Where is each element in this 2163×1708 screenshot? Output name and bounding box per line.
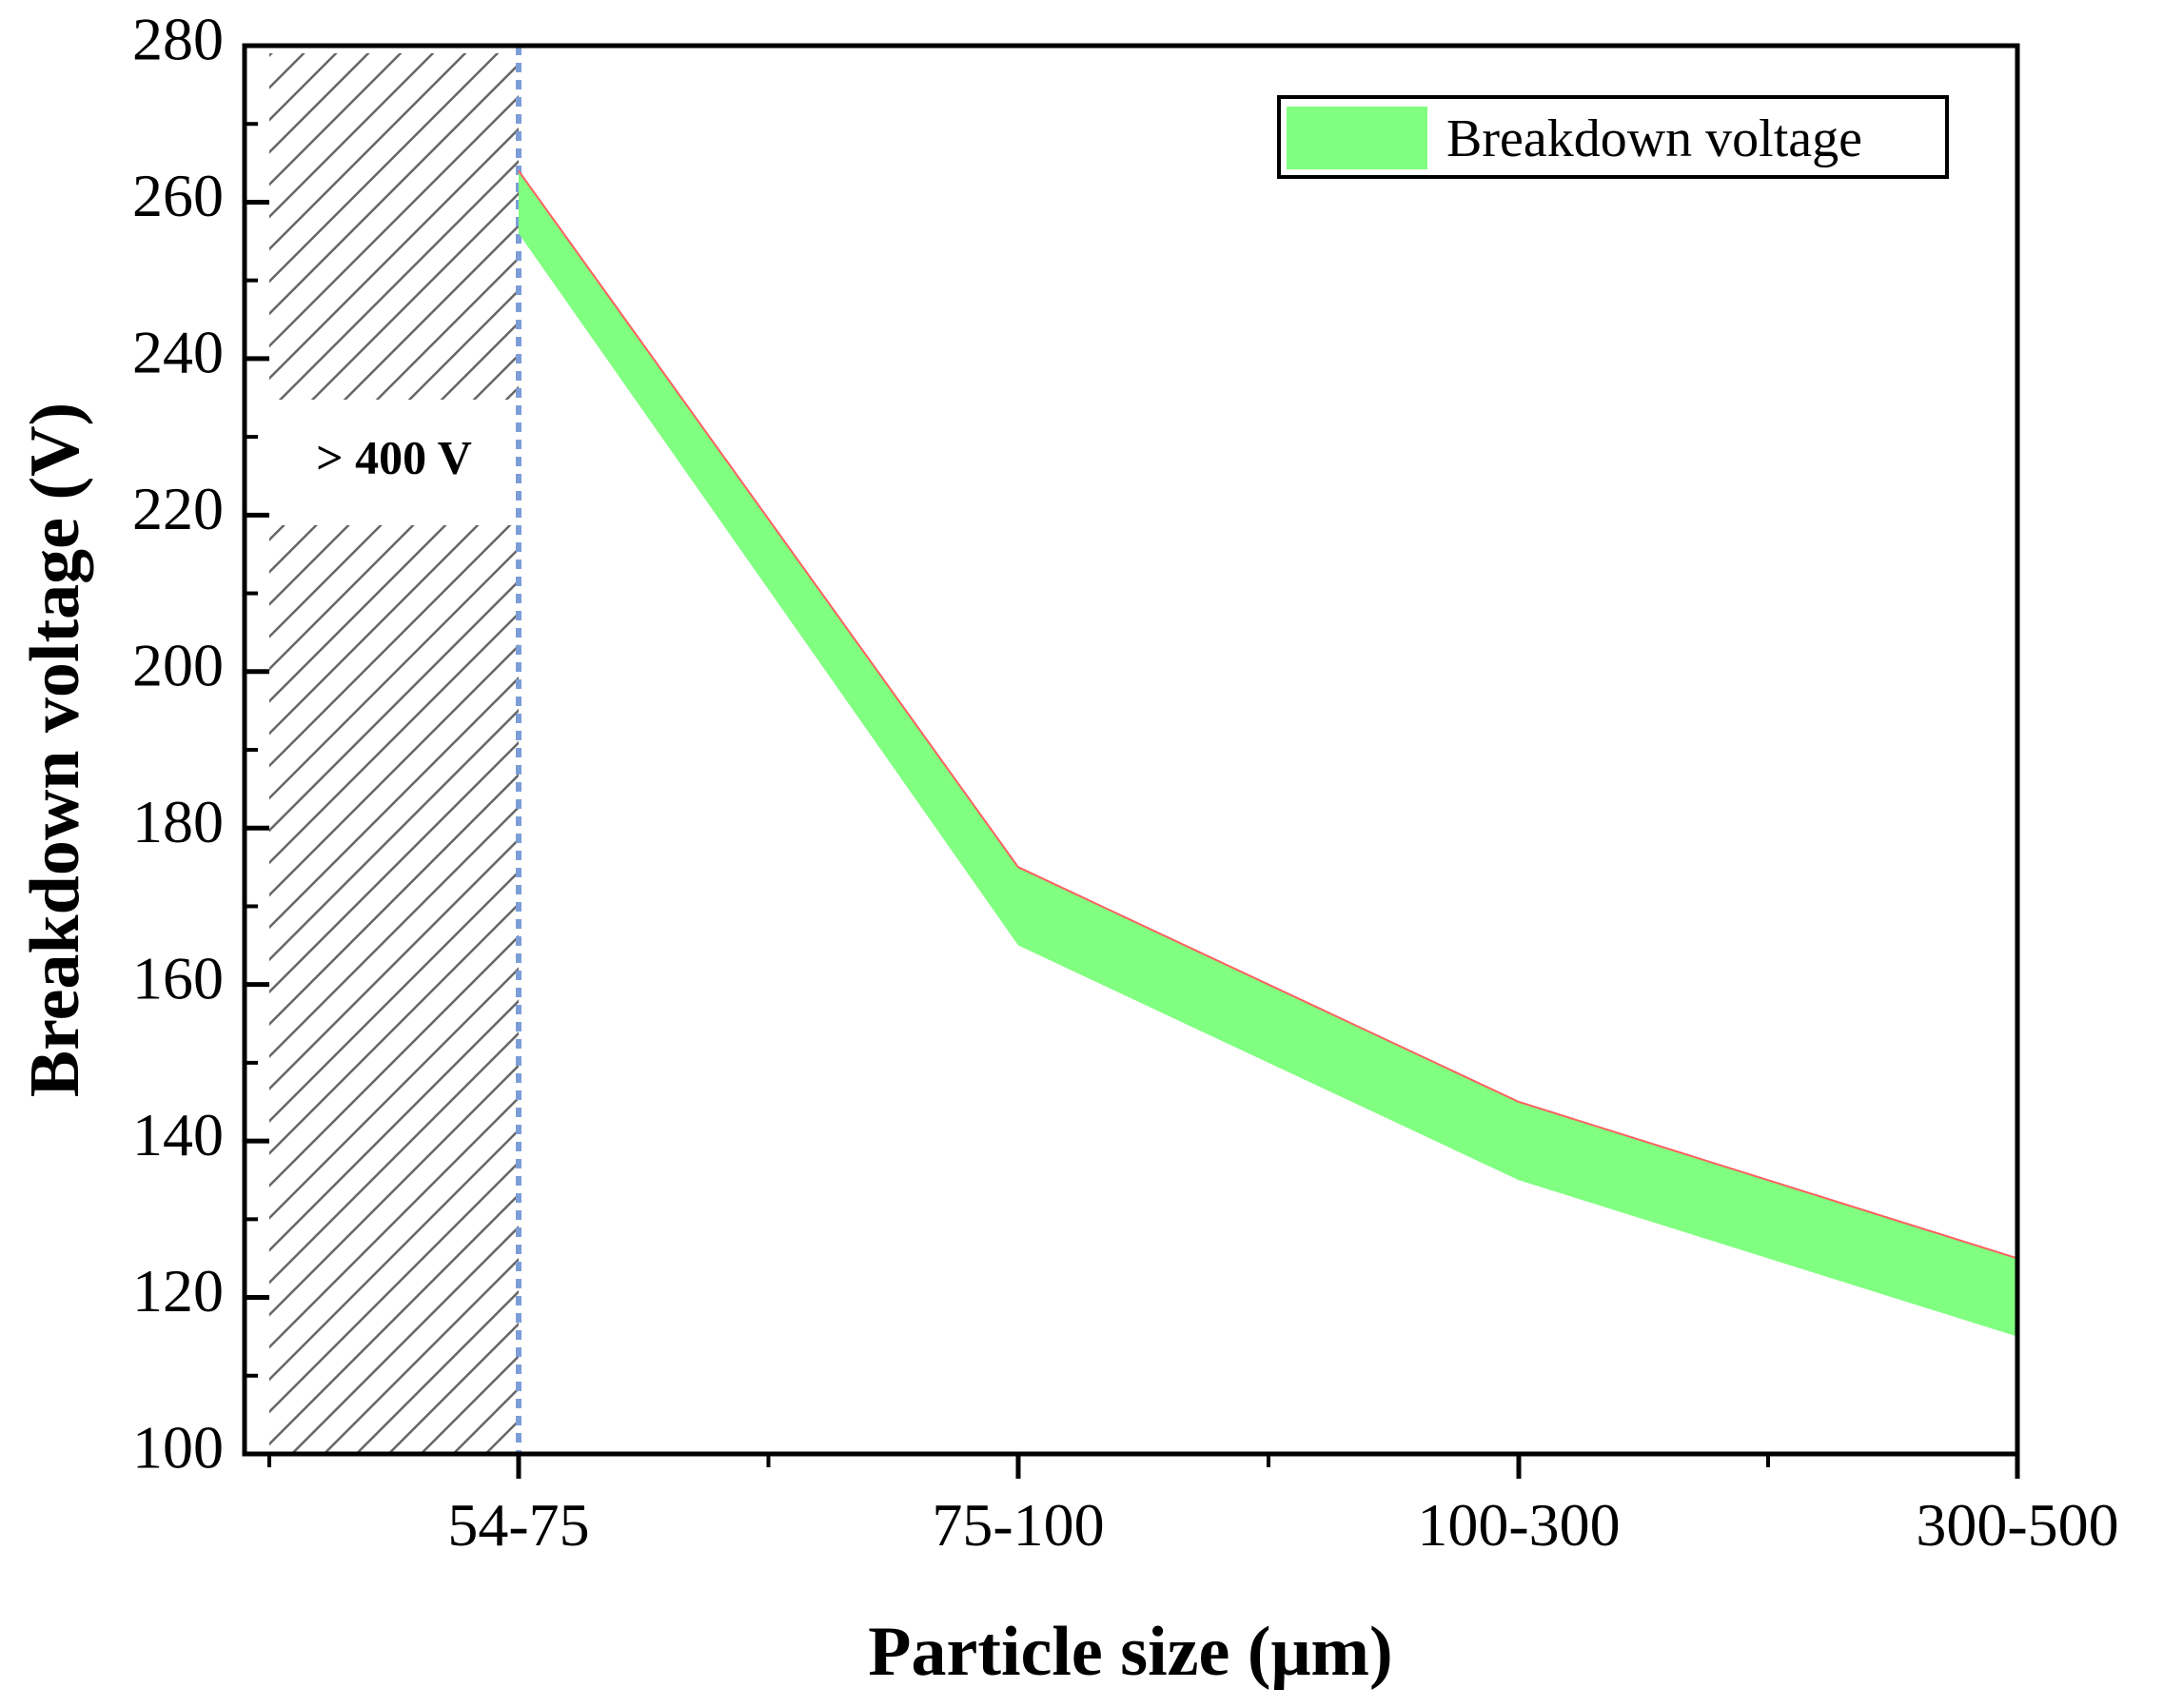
breakdown-voltage-band bbox=[519, 170, 2017, 1337]
x-tick-label: 75-100 bbox=[932, 1491, 1104, 1559]
x-tick-label: 54-75 bbox=[447, 1491, 589, 1559]
y-tick-label: 260 bbox=[132, 162, 224, 229]
x-tick-label: 300-500 bbox=[1916, 1491, 2118, 1559]
hatched-region-fill bbox=[269, 53, 519, 1454]
x-axis: 54-75 75-100 100-300 300-500 bbox=[267, 1454, 2119, 1559]
y-tick-label: 240 bbox=[132, 319, 224, 386]
legend-swatch bbox=[1287, 107, 1427, 169]
y-tick-label: 160 bbox=[132, 944, 224, 1011]
y-tick-label: 200 bbox=[132, 631, 224, 698]
y-tick-label: 220 bbox=[132, 475, 224, 542]
y-tick-label: 120 bbox=[132, 1257, 224, 1325]
y-tick-label: 180 bbox=[132, 788, 224, 855]
hatched-region: > 400 V bbox=[269, 46, 521, 1454]
annotation-box bbox=[269, 400, 519, 525]
x-tick-label: 100-300 bbox=[1417, 1491, 1620, 1559]
legend-label: Breakdown voltage bbox=[1446, 109, 1862, 168]
series-band bbox=[518, 169, 2018, 1337]
legend: Breakdown voltage bbox=[1277, 95, 1949, 179]
band-upper-edge bbox=[518, 169, 2018, 1260]
y-tick-label: 280 bbox=[132, 6, 224, 73]
y-tick-label: 100 bbox=[132, 1414, 224, 1482]
x-axis-title: Particle size (μm) bbox=[868, 1613, 1392, 1691]
y-axis-title: Breakdown voltage (V) bbox=[16, 402, 94, 1097]
annotation-label: > 400 V bbox=[316, 430, 472, 483]
y-tick-label: 140 bbox=[132, 1101, 224, 1168]
y-axis: 100 120 140 160 180 200 220 240 260 280 bbox=[132, 6, 269, 1482]
